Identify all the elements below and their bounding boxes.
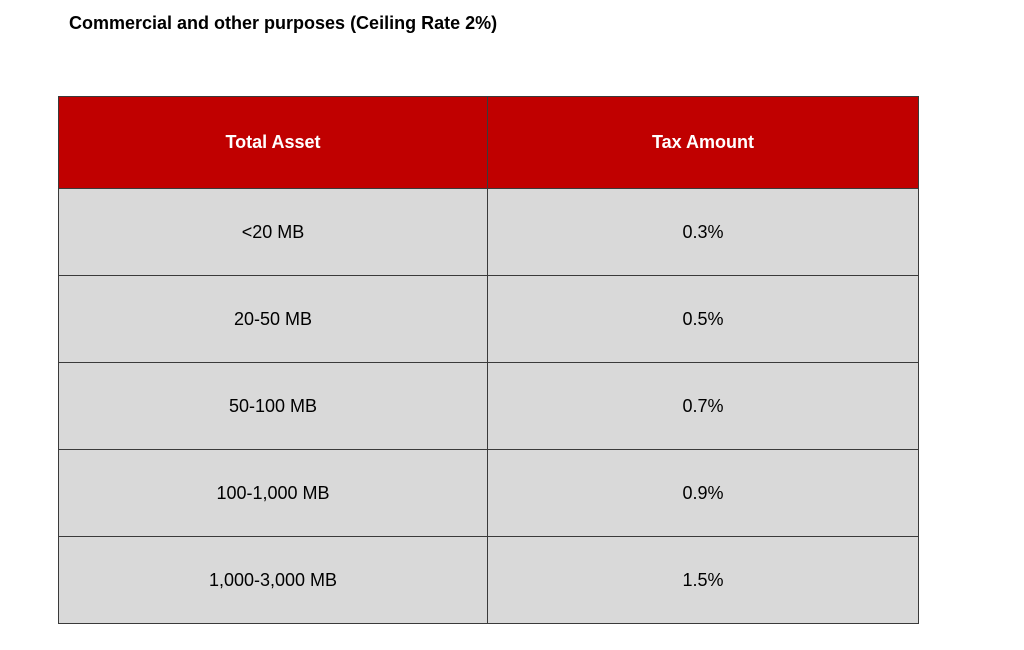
tax-amount-cell: 0.5%	[487, 275, 919, 363]
total-asset-cell: 20-50 MB	[58, 275, 488, 363]
table-row: <20 MB 0.3%	[58, 188, 919, 276]
table-row: 100-1,000 MB 0.9%	[58, 449, 919, 537]
table-row: 20-50 MB 0.5%	[58, 275, 919, 363]
page-title: Commercial and other purposes (Ceiling R…	[69, 13, 498, 33]
total-asset-cell: <20 MB	[58, 188, 488, 276]
header-total-asset: Total Asset	[58, 96, 488, 189]
total-asset-cell: 100-1,000 MB	[58, 449, 488, 537]
table-row: 50-100 MB 0.7%	[58, 362, 919, 450]
table-header-row: Total Asset Tax Amount	[58, 96, 919, 189]
tax-rate-table: Total Asset Tax Amount <20 MB 0.3% 20-50…	[58, 96, 919, 624]
header-tax-amount: Tax Amount	[487, 96, 919, 189]
tax-amount-cell: 0.7%	[487, 362, 919, 450]
tax-amount-cell: 0.3%	[487, 188, 919, 276]
tax-amount-cell: 1.5%	[487, 536, 919, 624]
table-row: 1,000-3,000 MB 1.5%	[58, 536, 919, 624]
total-asset-cell: 50-100 MB	[58, 362, 488, 450]
total-asset-cell: 1,000-3,000 MB	[58, 536, 488, 624]
tax-amount-cell: 0.9%	[487, 449, 919, 537]
